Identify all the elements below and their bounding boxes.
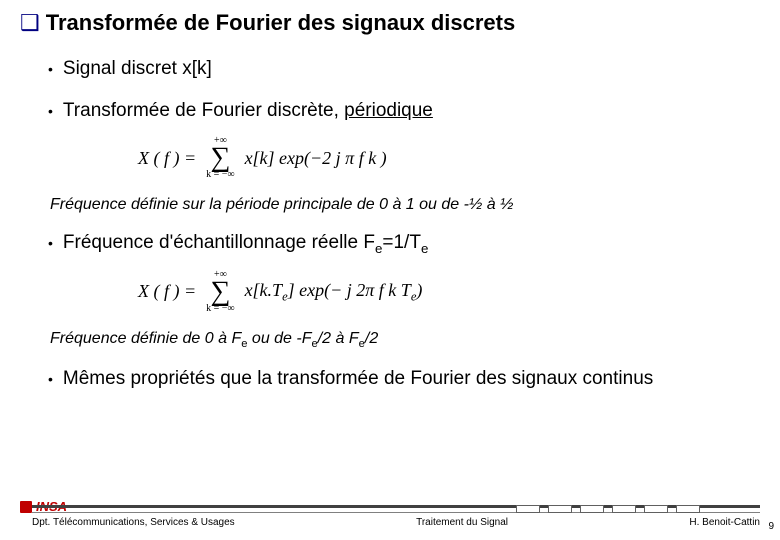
bullet-3: • Fréquence d'échantillonnage réelle F e=… [48, 232, 760, 256]
bullet-4: • Mêmes propriétés que la transformée de… [48, 368, 760, 390]
bullet-2-underline: périodique [344, 100, 433, 121]
note-1: Fréquence définie sur la période princip… [50, 196, 760, 214]
sub-e: e [421, 241, 428, 256]
slide-title-row: ❑ Transformée de Fourier des signaux dis… [20, 10, 760, 36]
bullet-dot-icon: • [48, 371, 53, 387]
note2-a: Fréquence définie de 0 à F [50, 330, 241, 347]
bullet-2-pre: Transformée de Fourier discrète, [63, 100, 344, 121]
footer: Dpt. Télécommunications, Services & Usag… [0, 505, 780, 528]
note2-c: /2 à F [318, 330, 359, 347]
dash-icon [516, 505, 540, 513]
bullet-3-mid: =1/T [382, 232, 421, 253]
page-number: 9 [768, 521, 774, 532]
note2-b: ou de -F [247, 330, 311, 347]
slide-content: • Signal discret x[k] • Transformée de F… [20, 58, 760, 390]
footer-row: Dpt. Télécommunications, Services & Usag… [32, 517, 760, 528]
bullet-3-pre: Fréquence d'échantillonnage réelle F [63, 232, 375, 253]
footer-left: Dpt. Télécommunications, Services & Usag… [32, 517, 235, 528]
sum-icon: +∞ ∑ k = −∞ [206, 270, 234, 314]
eq2-rhs: x[k.Te] exp(− j 2π f k Te) [245, 280, 423, 305]
eq2-rhs-b: ] exp(− j 2π f k T [288, 280, 411, 300]
sigma-icon: ∑ [210, 146, 230, 170]
eq2-rhs-a: x[k.T [245, 280, 283, 300]
dash-icon [548, 505, 572, 513]
bullet-4-text: Mêmes propriétés que la transformée de F… [63, 368, 653, 390]
footer-center: Traitement du Signal [416, 517, 508, 528]
bullet-2: • Transformée de Fourier discrète, pério… [48, 100, 760, 122]
eq1-sum-bot: k = −∞ [206, 170, 234, 180]
note2-d: /2 [365, 330, 378, 347]
eq1-rhs: x[k] exp(−2 j π f k ) [245, 148, 387, 169]
dash-icon [580, 505, 604, 513]
note-2: Fréquence définie de 0 à Fe ou de -Fe/2 … [50, 330, 760, 350]
footer-dashes [516, 505, 700, 513]
eq2-lhs: X ( f ) = [138, 281, 196, 302]
title-bullet-icon: ❑ [20, 10, 40, 36]
eq2-sum-bot: k = −∞ [206, 304, 234, 314]
sum-icon: +∞ ∑ k = −∞ [206, 136, 234, 180]
bullet-dot-icon: • [48, 103, 53, 119]
bullet-3-text: Fréquence d'échantillonnage réelle F e=1/… [63, 232, 428, 256]
footer-divider [32, 505, 760, 513]
bullet-dot-icon: • [48, 61, 53, 77]
equation-2: X ( f ) = +∞ ∑ k = −∞ x[k.Te] exp(− j 2π… [138, 270, 760, 314]
dash-icon [676, 505, 700, 513]
equation-1: X ( f ) = +∞ ∑ k = −∞ x[k] exp(−2 j π f … [138, 136, 760, 180]
footer-right: H. Benoit-Cattin [689, 517, 760, 528]
bullet-dot-icon: • [48, 235, 53, 251]
slide-title: Transformée de Fourier des signaux discr… [46, 10, 516, 36]
sigma-icon: ∑ [210, 280, 230, 304]
bullet-1-text: Signal discret x[k] [63, 58, 212, 80]
eq1-lhs: X ( f ) = [138, 148, 196, 169]
bullet-1: • Signal discret x[k] [48, 58, 760, 80]
eq2-rhs-c: ) [416, 280, 422, 300]
dash-icon [644, 505, 668, 513]
dash-icon [612, 505, 636, 513]
bullet-2-text: Transformée de Fourier discrète, périodi… [63, 100, 433, 122]
